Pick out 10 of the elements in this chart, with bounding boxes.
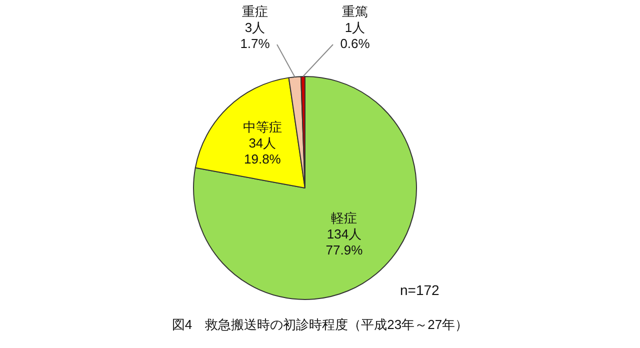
data-label: 1人 0.6%: [340, 20, 370, 52]
slice-label: 中等症: [242, 119, 282, 134]
slice-label: 重症: [242, 4, 268, 20]
data-label: 134人 77.9%: [326, 226, 364, 258]
text: n=172: [400, 282, 440, 298]
slice-label: 重篤: [342, 4, 368, 20]
data-label: 3人 1.7%: [240, 20, 270, 52]
slice-label: 軽症: [331, 210, 358, 226]
text: 図4 救急搬送時の初診時程度（平成23年～27年）: [170, 316, 470, 334]
data-label: 34人 19.8%: [244, 135, 282, 166]
